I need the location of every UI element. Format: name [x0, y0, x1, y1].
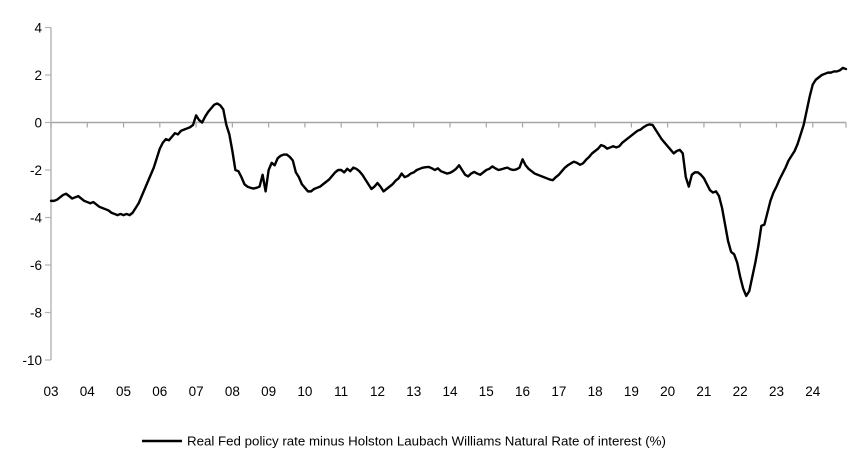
x-tick-label: 08 — [225, 384, 240, 399]
x-tick-label: 15 — [479, 384, 494, 399]
x-tick-label: 20 — [660, 384, 675, 399]
x-tick-label: 11 — [334, 384, 348, 399]
x-tick-label: 19 — [624, 384, 639, 399]
legend: Real Fed policy rate minus Holston Lauba… — [142, 434, 666, 449]
x-tick-label: 07 — [189, 384, 204, 399]
y-tick-label: 0 — [34, 115, 42, 130]
x-tick-label: 10 — [297, 384, 312, 399]
y-tick-label: 2 — [34, 68, 42, 83]
x-tick-label: 05 — [116, 384, 131, 399]
legend-label: Real Fed policy rate minus Holston Lauba… — [187, 434, 666, 449]
x-tick-label: 12 — [370, 384, 385, 399]
y-tick-label: -6 — [30, 258, 42, 273]
y-axis: 4 2 0 -2 -4 -6 -8 -10 — [22, 20, 52, 368]
x-tick-label: 16 — [515, 384, 530, 399]
x-axis: 03 04 05 06 07 08 09 10 11 12 13 14 15 16 17 18 19 20 21 22… — [43, 122, 847, 399]
y-tick-label: 4 — [34, 20, 42, 35]
x-tick-label: 18 — [588, 384, 603, 399]
x-tick-label: 14 — [442, 384, 458, 399]
y-tick-label: -10 — [22, 353, 42, 368]
x-tick-label: 09 — [261, 384, 276, 399]
x-tick-label: 03 — [43, 384, 58, 399]
data-series-line — [49, 66, 848, 298]
x-tick-label: 23 — [769, 384, 784, 399]
x-tick-label: 13 — [406, 384, 421, 399]
x-tick-label: 04 — [80, 384, 96, 399]
y-tick-label: -4 — [30, 210, 42, 225]
x-tick-label: 24 — [805, 384, 821, 399]
y-tick-label: -2 — [30, 163, 42, 178]
x-tick-label: 06 — [152, 384, 167, 399]
x-tick-label: 17 — [551, 384, 566, 399]
y-tick-label: -8 — [30, 305, 42, 320]
data-series — [49, 66, 848, 298]
x-tick-label: 21 — [696, 384, 711, 399]
x-tick-label: 22 — [733, 384, 748, 399]
